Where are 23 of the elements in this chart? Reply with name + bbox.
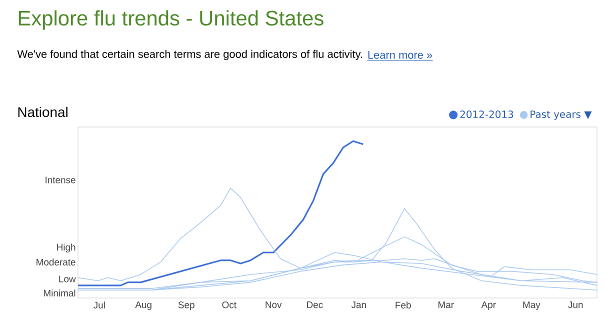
x-tick-label: Mar [438,302,454,308]
text: Moderate [36,258,76,266]
x-tick-label: Apr [481,302,496,310]
x-tick-label: May [523,302,540,310]
legend-label: Past years ▼ [530,110,592,120]
x-tick-label: Feb [396,302,411,308]
chart-subtitle: We've found that certain search terms are good indicators of flu activity. [17,50,362,60]
x-tick-label: Nov [266,302,282,308]
x-tick-label: Dec [307,302,323,308]
text: National [18,106,68,118]
text: Minimal [44,290,76,296]
text: Low [59,276,76,282]
text: Intense [46,176,76,184]
chart-title: Explore flu trends - United States [18,10,324,30]
text: High [57,244,76,252]
x-tick-label: Jul [93,302,105,308]
legend-label: 2012-2013 [460,110,514,118]
x-tick-label: Sep [178,302,194,310]
text: Learn more » [368,51,432,59]
x-tick-label: Aug [135,302,152,310]
x-tick-label: Jan [351,302,366,308]
x-tick-label: Jun [568,302,583,308]
x-tick-label: Oct [222,302,236,308]
